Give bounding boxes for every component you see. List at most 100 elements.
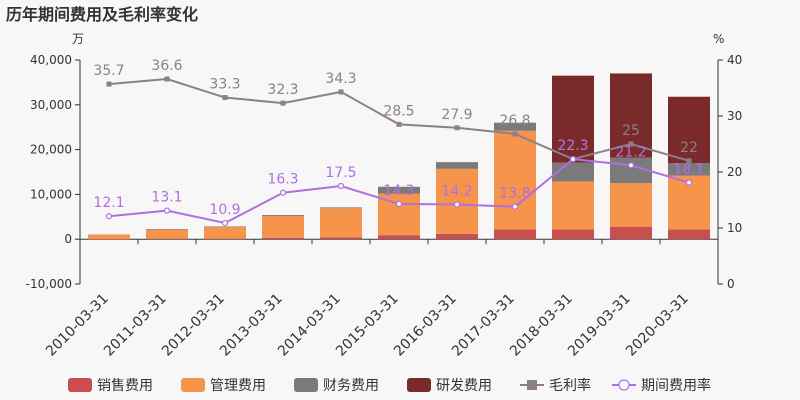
point-期间费用率 [221, 219, 229, 227]
point-期间费用率 [337, 182, 345, 190]
bar-财务费用 [320, 207, 362, 209]
point-期间费用率 [569, 156, 577, 163]
bar-管理费用 [610, 183, 652, 227]
bar-销售费用 [610, 226, 652, 240]
point-毛利率 [512, 131, 518, 137]
point-期间费用率 [627, 162, 635, 169]
point-毛利率 [686, 158, 692, 164]
legend: 销售费用 管理费用 财务费用 研发费用 毛利率 期间费用率 [68, 377, 711, 394]
bar-销售费用 [320, 237, 362, 240]
bar-销售费用 [204, 238, 246, 240]
bar-管理费用 [88, 234, 130, 239]
point-期间费用率 [105, 213, 113, 220]
bar-管理费用 [436, 168, 478, 234]
bar-财务费用 [378, 186, 420, 194]
legend-marker [618, 379, 630, 391]
data-label-毛利率: 36.6 [151, 58, 182, 74]
bar-财务费用 [262, 215, 304, 216]
bar-销售费用 [378, 235, 420, 240]
legend-label: 毛利率 [549, 377, 591, 394]
legend-label: 研发费用 [436, 378, 492, 394]
bar-管理费用 [204, 226, 246, 239]
bar-管理费用 [146, 229, 188, 239]
legend-swatch [407, 378, 431, 392]
left-tick-label: 30,000 [30, 98, 72, 112]
bar-销售费用 [146, 238, 188, 240]
legend-marker [527, 380, 537, 390]
point-期间费用率 [395, 200, 403, 208]
data-label-毛利率: 34.3 [325, 71, 356, 87]
bar-财务费用 [494, 122, 536, 131]
legend-swatch [68, 378, 92, 392]
bar-研发费用 [552, 75, 594, 163]
point-期间费用率 [453, 201, 461, 208]
bar-财务费用 [146, 229, 188, 230]
bar-财务费用 [204, 226, 246, 227]
point-期间费用率 [685, 179, 693, 186]
bar-财务费用 [436, 162, 478, 169]
left-tick-label: 0 [64, 232, 72, 246]
data-label-毛利率: 26.8 [499, 113, 530, 129]
legend-swatch [181, 378, 205, 392]
data-label-毛利率: 25 [622, 123, 640, 139]
bar-管理费用 [262, 215, 304, 238]
data-label-毛利率: 27.9 [441, 107, 472, 123]
data-label-期间费用率: 12.1 [93, 195, 124, 211]
data-label-毛利率: 28.5 [383, 103, 414, 119]
bar-财务费用 [668, 163, 710, 176]
left-tick-label: 40,000 [30, 53, 72, 67]
legend-swatch [294, 378, 318, 392]
data-label-毛利率: 33.3 [209, 77, 240, 93]
left-axis-unit: 万 [72, 32, 84, 46]
bar-管理费用 [494, 130, 536, 230]
right-tick-label: 20 [727, 165, 742, 179]
data-label-期间费用率: 14.2 [441, 183, 472, 199]
point-毛利率 [628, 141, 634, 147]
point-毛利率 [164, 76, 170, 82]
point-毛利率 [338, 89, 344, 95]
bar-销售费用 [262, 237, 304, 240]
left-tick-label: -10,000 [26, 277, 72, 291]
legend-label: 期间费用率 [641, 377, 711, 394]
bar-销售费用 [668, 229, 710, 240]
data-label-毛利率: 32.3 [267, 82, 298, 98]
plot-area: -10,000 0 10,000 20,000 30,000 40,000 0 10 20 30 4… [26, 53, 743, 360]
point-毛利率 [106, 81, 112, 87]
data-label-毛利率: 22.3 [557, 138, 588, 154]
left-tick-label: 20,000 [30, 143, 72, 157]
data-label-期间费用率: 14.3 [383, 183, 414, 199]
data-label-期间费用率: 16.3 [267, 172, 298, 188]
point-期间费用率 [279, 189, 287, 196]
bar-管理费用 [552, 181, 594, 230]
point-期间费用率 [163, 207, 171, 214]
legend-label: 财务费用 [323, 378, 379, 394]
right-tick-label: 10 [727, 221, 742, 235]
line-毛利率 [108, 78, 690, 162]
data-label-毛利率: 35.7 [93, 63, 124, 79]
bar-管理费用 [320, 208, 362, 238]
data-label-期间费用率: 22.3 [557, 138, 588, 154]
bar-销售费用 [552, 229, 594, 240]
data-label-期间费用率: 13.8 [499, 186, 530, 202]
right-tick-label: 0 [727, 277, 735, 291]
chart-title: 历年期间费用及毛利率变化 [6, 5, 198, 24]
point-毛利率 [454, 125, 460, 131]
point-毛利率 [396, 121, 402, 127]
x-tick-label: 2020-03-31 [623, 291, 692, 360]
legend-label: 管理费用 [210, 378, 266, 394]
right-tick-label: 40 [727, 53, 742, 67]
legend-label: 销售费用 [97, 378, 153, 394]
point-期间费用率 [511, 203, 519, 210]
bar-销售费用 [494, 229, 536, 240]
right-axis-unit: % [713, 32, 724, 46]
point-毛利率 [280, 100, 286, 106]
point-毛利率 [222, 95, 228, 101]
data-label-期间费用率: 13.1 [151, 190, 182, 206]
bar-销售费用 [88, 238, 130, 240]
data-label-毛利率: 22 [680, 140, 698, 156]
data-label-期间费用率: 17.5 [325, 165, 356, 181]
right-tick-label: 30 [727, 109, 742, 123]
data-label-期间费用率: 10.9 [209, 202, 240, 218]
data-label-期间费用率: 18.1 [673, 162, 704, 178]
